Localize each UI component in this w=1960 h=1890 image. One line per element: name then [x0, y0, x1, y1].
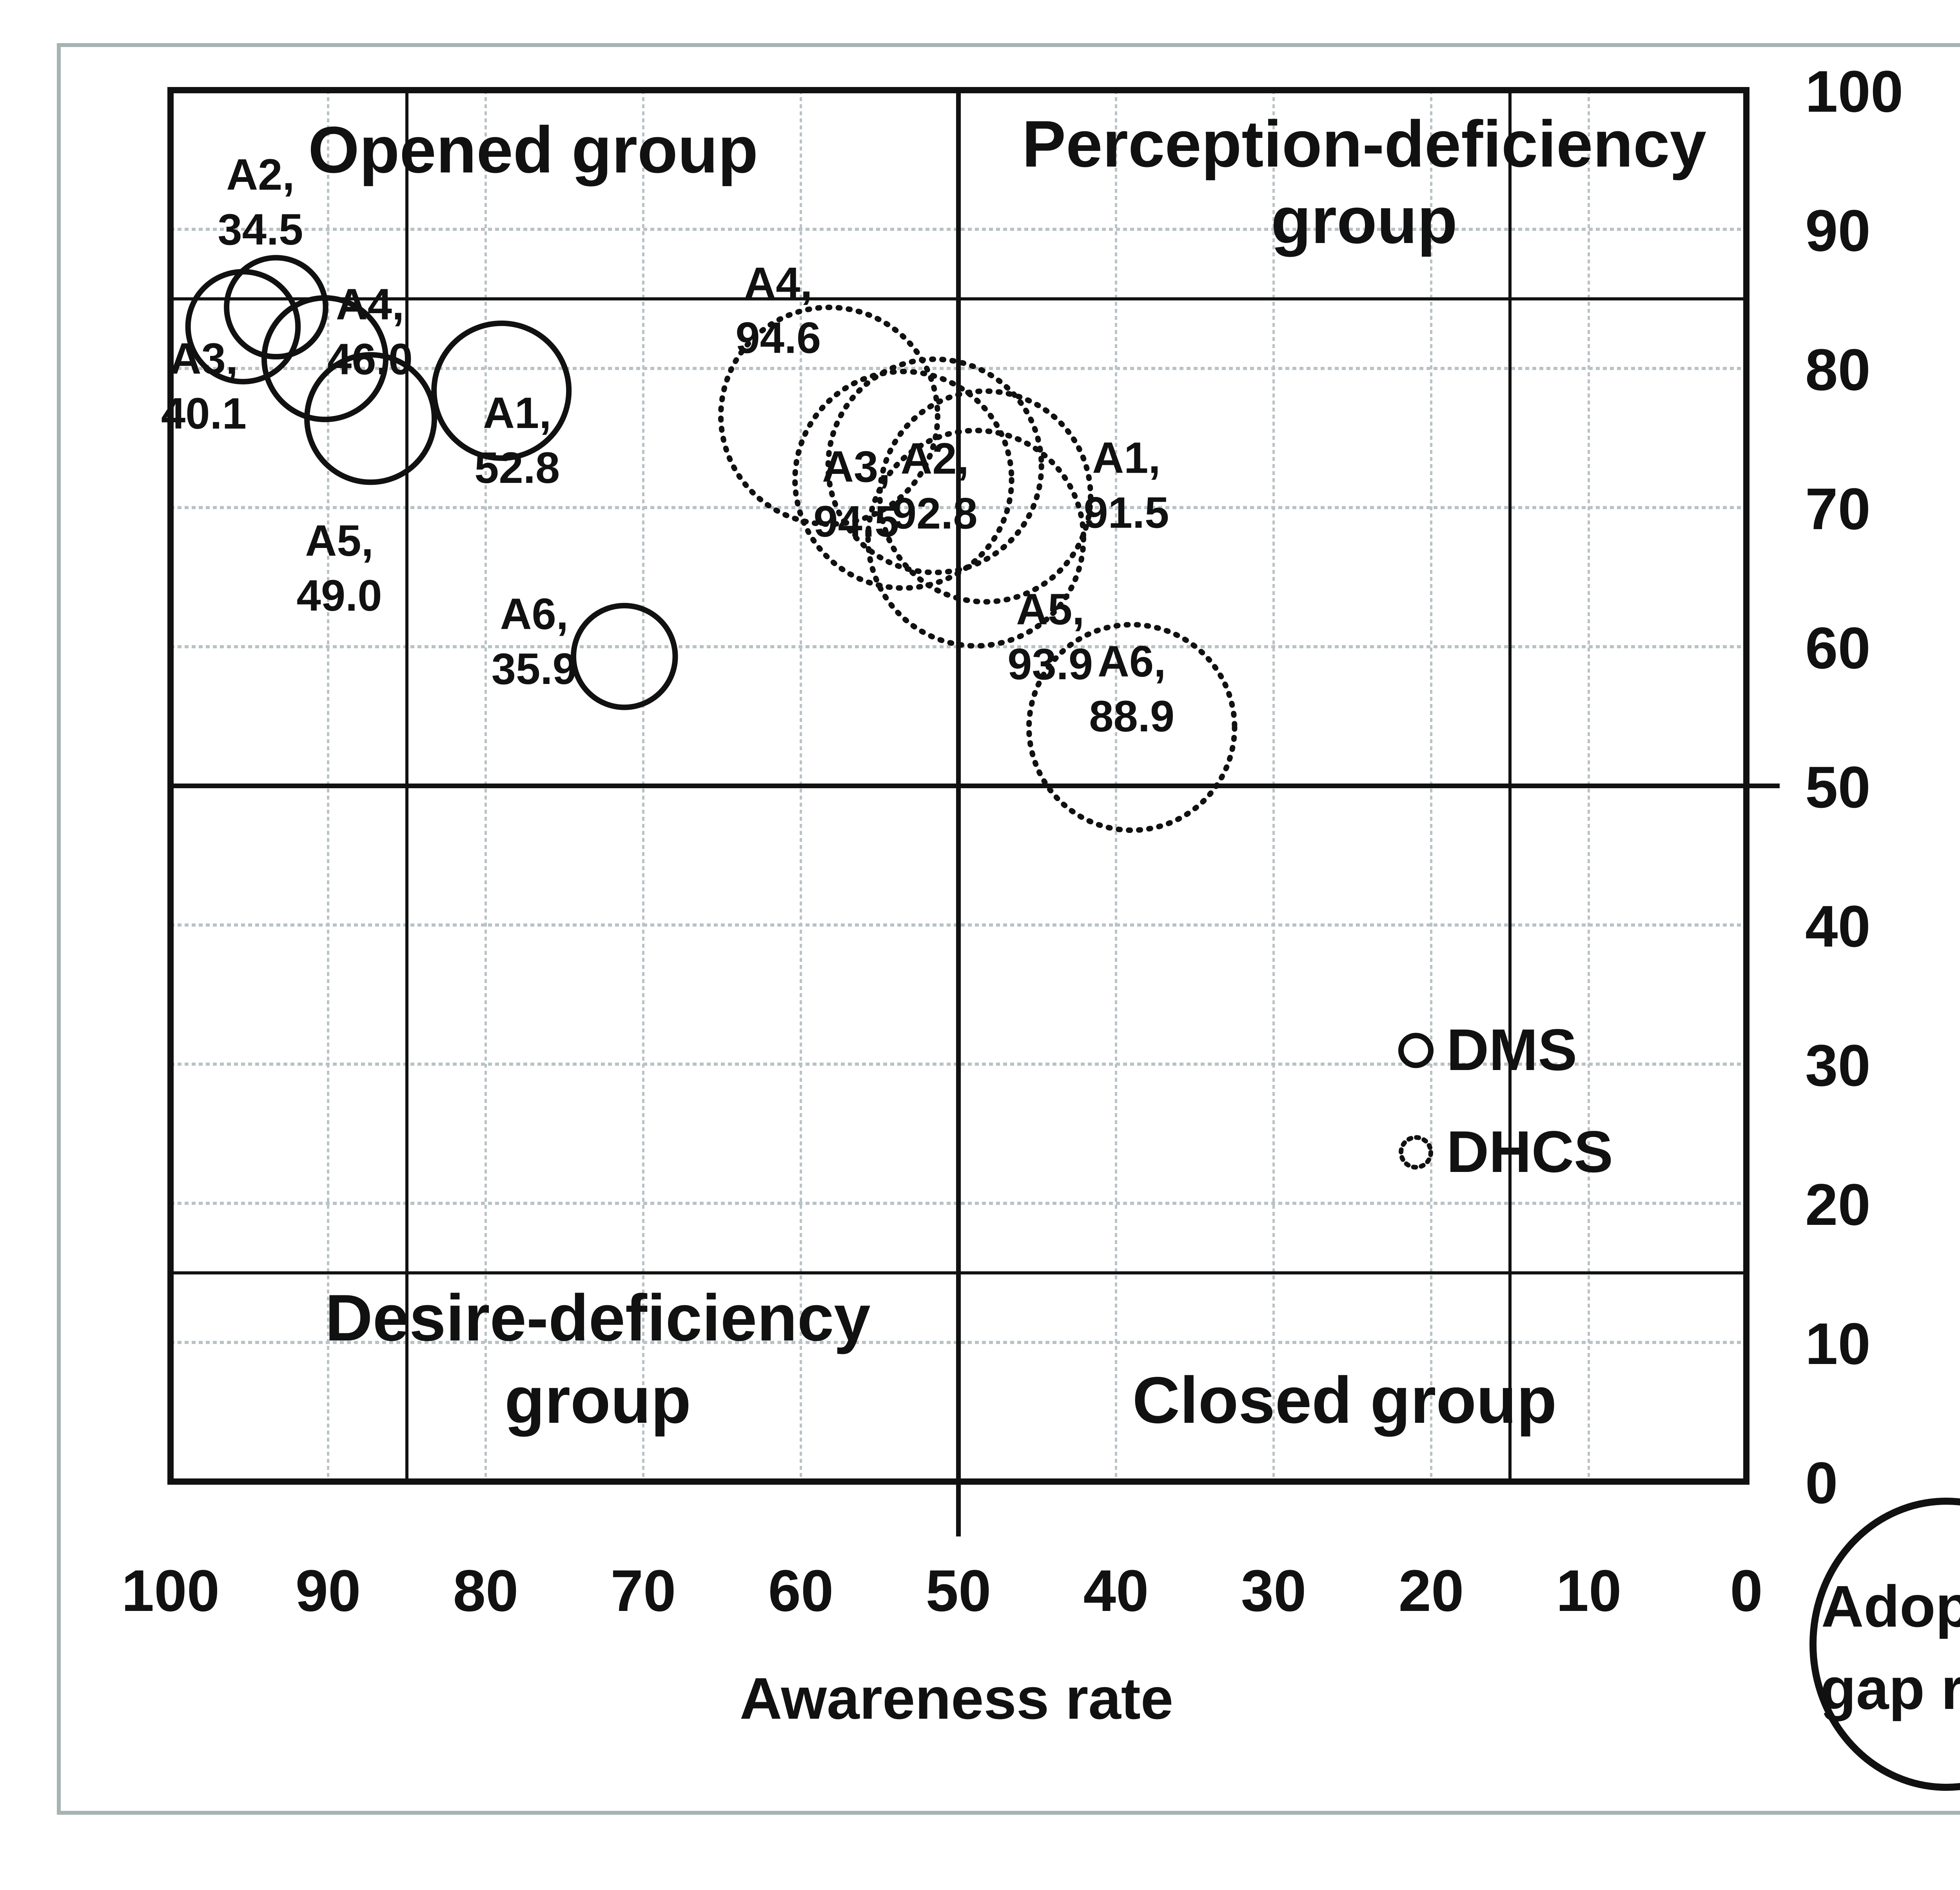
data-label-line: A5, [1016, 585, 1084, 634]
data-label-line: 88.9 [1089, 692, 1174, 741]
plot-frame [167, 87, 1780, 1536]
quadrant-label-closed: Closed group [1132, 1363, 1557, 1437]
x-tick-label: 90 [296, 1558, 361, 1623]
x-tick-label: 70 [611, 1558, 676, 1623]
data-label-dms-a4: A4, 46.0 [327, 280, 413, 384]
x-tick-label: 0 [1730, 1558, 1762, 1623]
data-label-line: A4, [744, 259, 812, 308]
data-label-line: 34.5 [218, 205, 303, 254]
x-tick-label: 40 [1083, 1558, 1149, 1623]
data-label-dms-a6: A6, 35.9 [492, 589, 577, 693]
data-label-line: 49.0 [297, 571, 382, 620]
data-label-dms-a1: A1, 52.8 [474, 388, 560, 492]
x-tick-label: 20 [1399, 1558, 1464, 1623]
bubble-dhcs-a3 [792, 368, 1014, 591]
data-label-dhcs-a4: A4, 94.6 [735, 259, 821, 363]
axis-ticks: 100 90 80 70 60 50 40 30 20 10 0010203040506070809… [122, 58, 1903, 1623]
size-key: Adoption gap ratio [1809, 1498, 1960, 1791]
y-tick-label: 70 [1805, 476, 1871, 542]
data-label-line: A6, [1098, 637, 1166, 686]
bubble-dhcs-a5 [865, 428, 1086, 649]
data-label-line: A1, [1092, 434, 1160, 482]
bubble-dms-a6 [571, 603, 678, 710]
quadrant-label-perception-line2: group [1271, 183, 1457, 257]
data-label-line: A2, [226, 150, 294, 199]
bubble-dhcs-a4 [718, 305, 940, 527]
y-tick-label: 60 [1805, 615, 1871, 681]
quadrant-label-desire-line1: Desire-deficiency [325, 1281, 870, 1355]
data-label-dhcs-a1: A1, 91.5 [1083, 434, 1169, 537]
y-tick-label: 90 [1805, 198, 1871, 263]
x-tick-label: 100 [122, 1558, 220, 1623]
x-tick-label: 80 [453, 1558, 519, 1623]
data-label-dhcs-a3: A3, 94.5 [813, 442, 899, 546]
data-label-line: 35.9 [492, 644, 577, 693]
data-label-line: A3, [822, 442, 890, 491]
data-label-line: 92.8 [892, 489, 978, 538]
data-label-line: 40.1 [161, 389, 247, 438]
legend-dhcs-label: DHCS [1446, 1119, 1613, 1184]
quadrant-label-desire-line2: group [505, 1363, 691, 1437]
bubble-dms-a1 [431, 320, 572, 461]
data-label-line: 91.5 [1083, 488, 1169, 537]
x-axis-title: Awareness rate [740, 1665, 1173, 1731]
legend-dms-label: DMS [1446, 1017, 1577, 1083]
bubble-dhcs-a6 [1026, 622, 1238, 833]
data-label-line: A5, [305, 516, 373, 565]
data-label-line: 94.6 [735, 314, 821, 363]
bubble-dms-a2 [224, 255, 328, 360]
data-label-line: A3, [170, 334, 238, 383]
y-tick-label: 100 [1805, 58, 1903, 124]
data-label-dhcs-a6: A6, 88.9 [1089, 637, 1174, 741]
bubble-dhcs-a2 [825, 356, 1044, 575]
y-tick-label: 40 [1805, 893, 1871, 959]
size-key-line1: Adoption [1821, 1573, 1960, 1639]
data-label-line: 52.8 [474, 443, 560, 492]
legend-dms-marker [1398, 1033, 1434, 1068]
x-tick-label: 50 [926, 1558, 991, 1623]
legend: DMS DHCS [1398, 1017, 1613, 1184]
y-tick-label: 30 [1805, 1032, 1871, 1098]
data-label-line: A4, [336, 280, 404, 329]
bubble-dms-a5 [304, 352, 437, 485]
bubbles: A1, 52.8 A2, 34.5 A3, 40.1 A4, 46.0 A5, 49.0 A6, 35… [161, 150, 1238, 833]
data-label-line: A1, [483, 388, 551, 437]
data-label-line: A2, [901, 434, 969, 483]
size-key-line2: gap ratio [1820, 1656, 1960, 1721]
y-tick-label: 80 [1805, 337, 1871, 403]
y-tick-label: 0 [1805, 1450, 1838, 1516]
x-tick-label: 10 [1556, 1558, 1622, 1623]
data-label-line: A6, [500, 589, 568, 638]
quadrant-label-perception-line1: Perception-deficiency [1022, 107, 1706, 181]
quadrant-label-opened: Opened group [308, 113, 758, 187]
figure-frame [57, 43, 1960, 1815]
bubble-dms-a3 [185, 269, 301, 385]
y-tick-label: 20 [1805, 1172, 1871, 1237]
x-tick-label: 60 [768, 1558, 834, 1623]
size-key-circle [1809, 1498, 1960, 1791]
data-label-dms-a2: A2, 34.5 [218, 150, 303, 254]
legend-dhcs-marker [1399, 1135, 1433, 1170]
data-label-dms-a3: A3, 40.1 [161, 334, 247, 438]
data-label-dhcs-a2: A2, 92.8 [892, 434, 978, 538]
bubble-dhcs-a1 [877, 388, 1094, 605]
x-tick-label: 30 [1241, 1558, 1307, 1623]
data-label-dms-a5: A5, 49.0 [297, 516, 382, 620]
y-tick-label: 10 [1805, 1311, 1871, 1377]
y-tick-label: 50 [1805, 754, 1871, 820]
